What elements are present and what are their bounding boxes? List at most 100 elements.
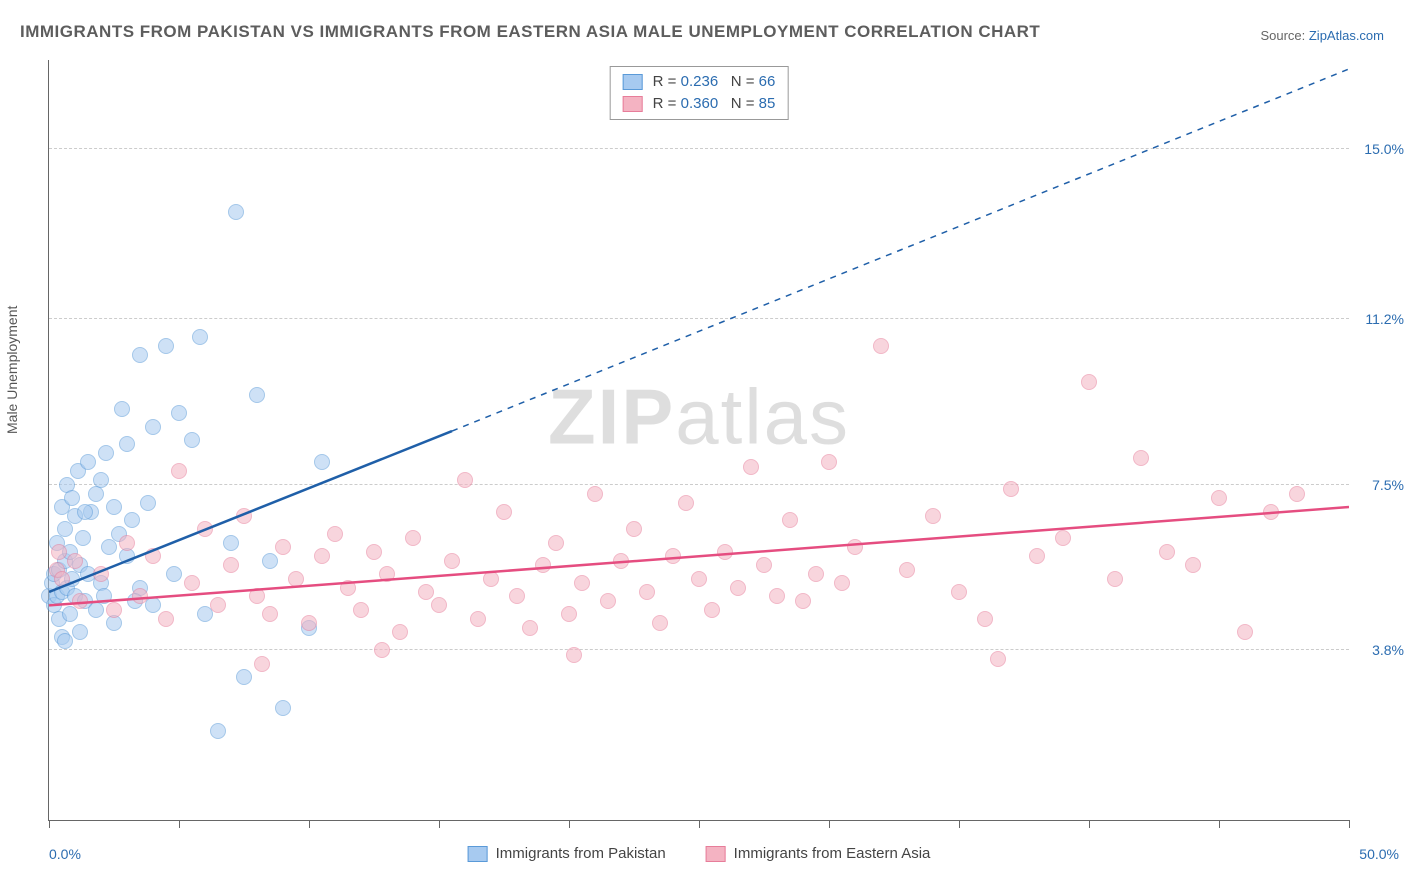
scatter-point-eastern_asia xyxy=(1055,530,1071,546)
scatter-point-pakistan xyxy=(140,495,156,511)
scatter-point-eastern_asia xyxy=(223,557,239,573)
y-tick-label: 7.5% xyxy=(1372,477,1404,493)
x-tick xyxy=(49,820,50,828)
source-link[interactable]: ZipAtlas.com xyxy=(1309,28,1384,43)
scatter-point-eastern_asia xyxy=(132,588,148,604)
scatter-point-eastern_asia xyxy=(522,620,538,636)
scatter-point-eastern_asia xyxy=(51,544,67,560)
scatter-point-pakistan xyxy=(77,504,93,520)
legend-item-eastern-asia: Immigrants from Eastern Asia xyxy=(706,845,931,862)
scatter-point-eastern_asia xyxy=(340,580,356,596)
scatter-point-eastern_asia xyxy=(566,647,582,663)
scatter-point-pakistan xyxy=(145,419,161,435)
scatter-point-eastern_asia xyxy=(366,544,382,560)
scatter-point-eastern_asia xyxy=(301,615,317,631)
scatter-point-eastern_asia xyxy=(197,521,213,537)
scatter-point-eastern_asia xyxy=(1237,624,1253,640)
scatter-point-pakistan xyxy=(236,669,252,685)
scatter-point-eastern_asia xyxy=(1029,548,1045,564)
scatter-point-eastern_asia xyxy=(600,593,616,609)
scatter-point-eastern_asia xyxy=(548,535,564,551)
scatter-point-eastern_asia xyxy=(249,588,265,604)
scatter-point-eastern_asia xyxy=(821,454,837,470)
scatter-point-pakistan xyxy=(223,535,239,551)
x-tick xyxy=(309,820,310,828)
scatter-point-eastern_asia xyxy=(67,553,83,569)
legend-label-eastern-asia: Immigrants from Eastern Asia xyxy=(734,845,931,862)
scatter-point-pakistan xyxy=(57,521,73,537)
scatter-point-eastern_asia xyxy=(509,588,525,604)
scatter-point-eastern_asia xyxy=(743,459,759,475)
scatter-point-eastern_asia xyxy=(574,575,590,591)
scatter-point-pakistan xyxy=(228,204,244,220)
scatter-point-eastern_asia xyxy=(756,557,772,573)
scatter-point-pakistan xyxy=(275,700,291,716)
scatter-point-eastern_asia xyxy=(847,539,863,555)
scatter-point-eastern_asia xyxy=(444,553,460,569)
gridline xyxy=(49,148,1349,149)
source-label: Source: ZipAtlas.com xyxy=(1260,28,1384,43)
legend-swatch-pakistan xyxy=(623,74,643,90)
scatter-point-eastern_asia xyxy=(210,597,226,613)
x-tick xyxy=(959,820,960,828)
scatter-point-pakistan xyxy=(124,512,140,528)
scatter-point-eastern_asia xyxy=(405,530,421,546)
scatter-point-eastern_asia xyxy=(374,642,390,658)
scatter-point-pakistan xyxy=(64,490,80,506)
scatter-point-pakistan xyxy=(62,606,78,622)
scatter-point-eastern_asia xyxy=(288,571,304,587)
scatter-point-eastern_asia xyxy=(665,548,681,564)
scatter-point-eastern_asia xyxy=(54,571,70,587)
scatter-point-eastern_asia xyxy=(678,495,694,511)
scatter-point-eastern_asia xyxy=(158,611,174,627)
scatter-point-eastern_asia xyxy=(717,544,733,560)
scatter-point-pakistan xyxy=(106,499,122,515)
scatter-point-eastern_asia xyxy=(951,584,967,600)
scatter-point-pakistan xyxy=(98,445,114,461)
y-tick-label: 3.8% xyxy=(1372,642,1404,658)
scatter-point-pakistan xyxy=(80,454,96,470)
scatter-point-pakistan xyxy=(158,338,174,354)
chart-title: IMMIGRANTS FROM PAKISTAN VS IMMIGRANTS F… xyxy=(20,22,1040,42)
scatter-point-pakistan xyxy=(184,432,200,448)
scatter-point-eastern_asia xyxy=(353,602,369,618)
scatter-point-eastern_asia xyxy=(470,611,486,627)
scatter-point-eastern_asia xyxy=(1003,481,1019,497)
scatter-point-eastern_asia xyxy=(704,602,720,618)
watermark-bold: ZIP xyxy=(548,373,675,461)
scatter-point-pakistan xyxy=(171,405,187,421)
x-tick xyxy=(829,820,830,828)
scatter-point-eastern_asia xyxy=(72,593,88,609)
scatter-point-eastern_asia xyxy=(535,557,551,573)
y-tick-label: 15.0% xyxy=(1364,141,1404,157)
scatter-point-pakistan xyxy=(57,633,73,649)
legend-label-pakistan: Immigrants from Pakistan xyxy=(496,845,666,862)
scatter-point-eastern_asia xyxy=(314,548,330,564)
scatter-point-pakistan xyxy=(72,624,88,640)
x-tick xyxy=(439,820,440,828)
scatter-point-eastern_asia xyxy=(730,580,746,596)
gridline xyxy=(49,484,1349,485)
chart-container: IMMIGRANTS FROM PAKISTAN VS IMMIGRANTS F… xyxy=(0,0,1406,892)
scatter-point-eastern_asia xyxy=(587,486,603,502)
scatter-point-eastern_asia xyxy=(431,597,447,613)
scatter-point-eastern_asia xyxy=(691,571,707,587)
legend-swatch-pakistan-bottom xyxy=(468,846,488,862)
y-tick-label: 11.2% xyxy=(1365,311,1404,327)
x-tick-label: 50.0% xyxy=(1359,846,1399,862)
scatter-point-eastern_asia xyxy=(613,553,629,569)
legend-stats: R = 0.236 N = 66 R = 0.360 N = 85 xyxy=(610,66,789,120)
scatter-point-pakistan xyxy=(210,723,226,739)
gridline xyxy=(49,649,1349,650)
scatter-point-eastern_asia xyxy=(782,512,798,528)
x-tick xyxy=(569,820,570,828)
legend-series: Immigrants from Pakistan Immigrants from… xyxy=(468,845,931,862)
scatter-point-pakistan xyxy=(192,329,208,345)
scatter-point-eastern_asia xyxy=(873,338,889,354)
scatter-point-eastern_asia xyxy=(171,463,187,479)
y-axis-label: Male Unemployment xyxy=(4,306,20,434)
scatter-point-eastern_asia xyxy=(106,602,122,618)
scatter-point-eastern_asia xyxy=(254,656,270,672)
legend-swatch-eastern-asia xyxy=(623,96,643,112)
scatter-point-eastern_asia xyxy=(236,508,252,524)
